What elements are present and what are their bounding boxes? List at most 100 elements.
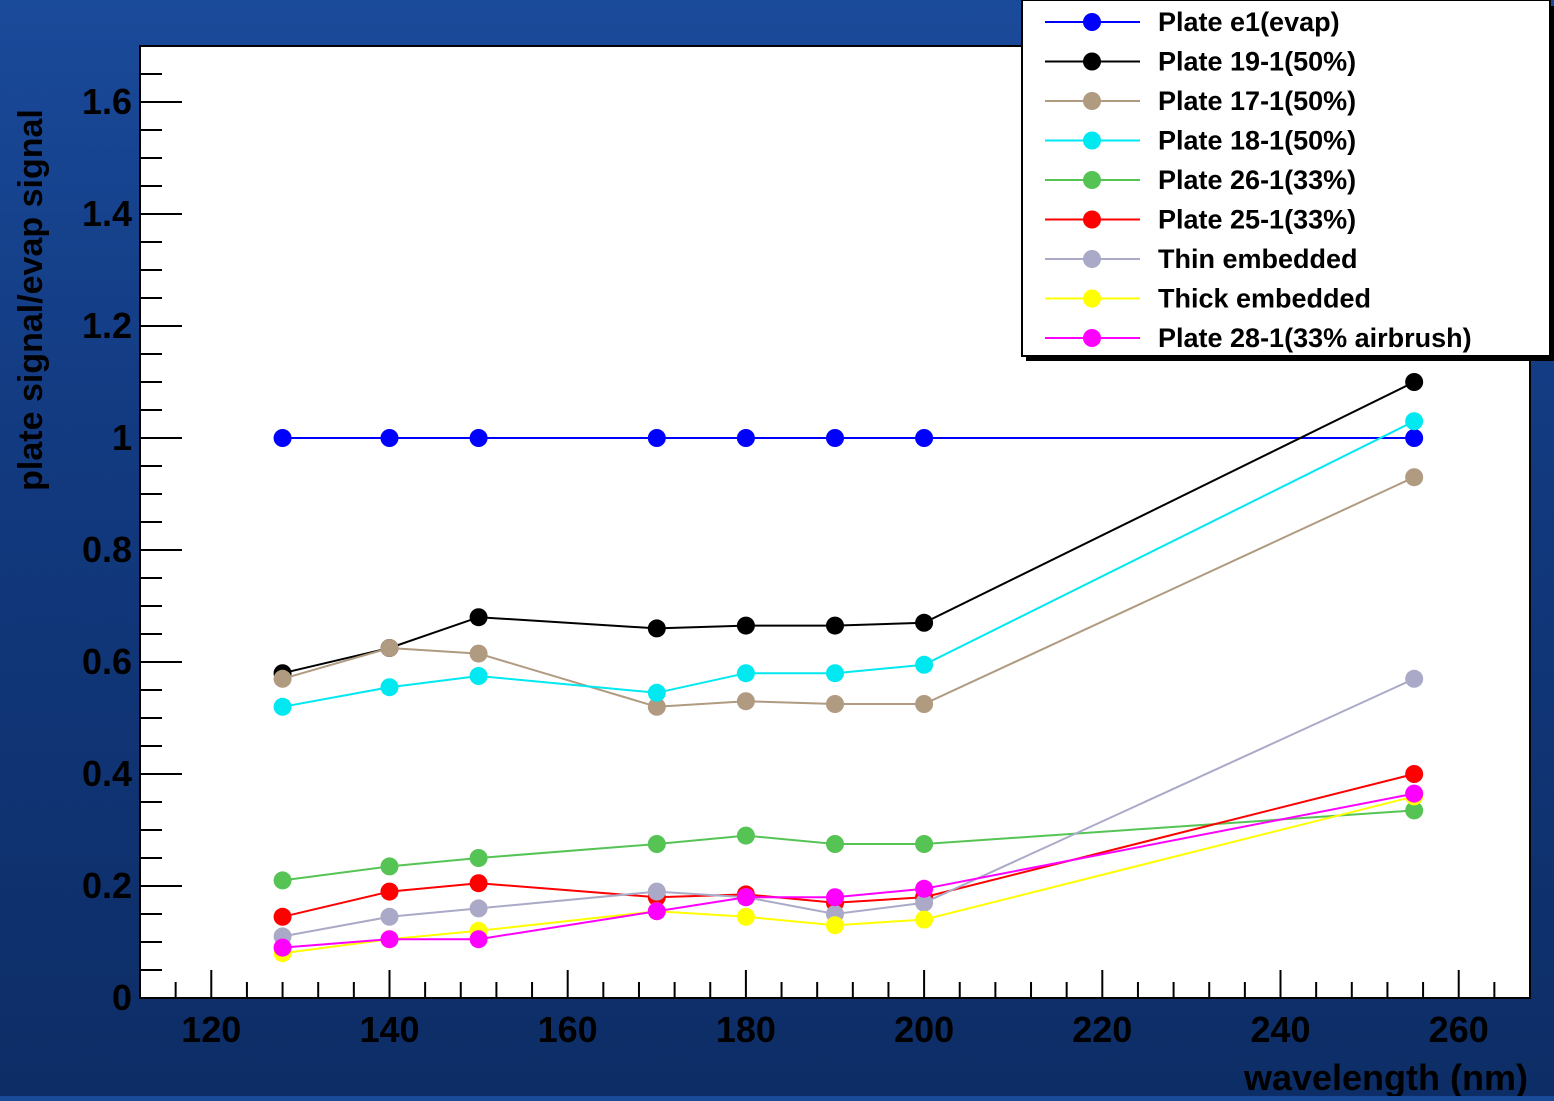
legend-label: Plate 17-1(50%)	[1158, 86, 1356, 116]
data-point	[1405, 765, 1424, 783]
x-tick-label: 180	[716, 1009, 776, 1050]
y-tick-label: 1	[112, 417, 132, 458]
data-point	[273, 907, 292, 926]
data-point	[469, 849, 488, 867]
data-point	[273, 697, 292, 716]
legend-marker	[1083, 329, 1101, 347]
data-point	[380, 429, 399, 447]
y-tick-label: 1.2	[82, 305, 132, 346]
data-point	[273, 871, 292, 890]
series-3	[273, 412, 1424, 716]
data-point	[826, 664, 844, 683]
data-point	[826, 616, 844, 635]
legend-box	[1021, 0, 1551, 357]
y-tick-label: 0.2	[82, 865, 132, 906]
data-point	[647, 619, 666, 638]
data-point	[736, 907, 755, 926]
x-tick-label: 160	[538, 1009, 598, 1050]
series-line	[282, 476, 1415, 708]
series-8	[273, 784, 1424, 957]
data-point	[915, 893, 934, 912]
data-point	[469, 667, 488, 685]
data-point	[1405, 669, 1424, 688]
y-axis-label: plate signal/evap signal	[12, 109, 50, 491]
data-point	[380, 907, 399, 926]
data-point	[469, 930, 488, 949]
data-point	[380, 930, 399, 949]
series-4	[273, 801, 1424, 890]
legend-entry: Plate e1(evap)	[1045, 7, 1340, 37]
legend-entry: Plate 19-1(50%)	[1045, 47, 1356, 77]
data-point	[647, 697, 666, 716]
data-point	[380, 857, 399, 876]
data-point	[915, 835, 934, 853]
legend-marker	[1083, 250, 1101, 268]
legend-label: Plate 19-1(50%)	[1158, 47, 1356, 77]
data-point	[826, 916, 844, 935]
legend-label: Plate e1(evap)	[1158, 7, 1340, 37]
data-point	[826, 835, 844, 853]
data-point	[1405, 373, 1424, 391]
data-point	[469, 899, 488, 918]
series-line	[282, 381, 1415, 675]
legend-label: Plate 25-1(33%)	[1158, 205, 1356, 235]
legend-entry: Plate 26-1(33%)	[1045, 165, 1356, 195]
x-tick-label: 200	[894, 1009, 954, 1050]
legend-entry: Plate 17-1(50%)	[1045, 86, 1356, 116]
data-point	[736, 664, 755, 683]
data-point	[1405, 429, 1424, 447]
legend: Plate e1(evap) Plate 19-1(50%) Plate 17-1(…	[1021, 0, 1554, 361]
data-point	[380, 639, 399, 657]
data-point	[826, 888, 844, 907]
legend-label: Plate 28-1(33% airbrush)	[1158, 323, 1472, 353]
data-point	[273, 938, 292, 957]
x-tick-label: 120	[181, 1009, 241, 1050]
data-point	[915, 429, 934, 447]
series-layer	[273, 373, 1424, 963]
legend-marker	[1083, 13, 1101, 31]
data-point	[736, 616, 755, 635]
series-line	[282, 795, 1415, 955]
data-point	[1405, 412, 1424, 431]
y-tick-label: 1.4	[82, 193, 132, 234]
legend-label: Plate 18-1(50%)	[1158, 126, 1356, 156]
data-point	[736, 429, 755, 447]
legend-label: Plate 26-1(33%)	[1158, 165, 1356, 195]
data-point	[273, 429, 292, 447]
legend-marker	[1083, 131, 1101, 150]
y-tick-label: 1.6	[82, 81, 132, 122]
data-point	[915, 695, 934, 713]
series-line	[282, 809, 1415, 882]
y-tick-label: 0.6	[82, 641, 132, 682]
data-point	[469, 644, 488, 663]
legend-entry: Plate 28-1(33% airbrush)	[1045, 323, 1472, 353]
y-tick-label: 0	[112, 977, 132, 1018]
series-line	[282, 677, 1415, 938]
data-point	[380, 882, 399, 901]
x-tick-label: 240	[1250, 1009, 1310, 1050]
data-point	[647, 902, 666, 921]
data-point	[1405, 468, 1424, 487]
legend-label: Thin embedded	[1158, 244, 1358, 274]
data-point	[469, 874, 488, 893]
data-point	[736, 826, 755, 845]
legend-marker	[1083, 92, 1101, 110]
data-point	[469, 429, 488, 447]
data-point	[647, 683, 666, 702]
y-tick-label: 0.4	[82, 753, 132, 794]
legend-entry: Thick embedded	[1045, 284, 1371, 314]
data-point	[647, 835, 666, 853]
series-line	[282, 773, 1415, 918]
data-point	[1405, 784, 1424, 803]
data-point	[469, 608, 488, 627]
legend-marker	[1083, 210, 1101, 229]
data-point	[915, 879, 934, 898]
legend-entry: Plate 18-1(50%)	[1045, 126, 1356, 156]
x-tick-label: 140	[359, 1009, 419, 1050]
data-point	[380, 678, 399, 697]
x-tick-label: 220	[1072, 1009, 1132, 1050]
x-axis: 120 140 160 180 200 220 240 260	[174, 970, 1496, 1050]
x-axis-label: wavelength (nm)	[1243, 1057, 1528, 1096]
